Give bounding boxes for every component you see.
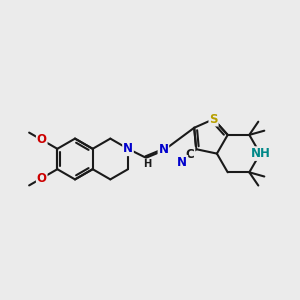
Text: N: N [158,143,168,156]
Text: N: N [123,142,133,155]
Text: S: S [209,113,218,126]
Text: H: H [143,159,152,170]
Text: NH: NH [251,147,271,160]
Text: N: N [177,156,188,169]
Text: O: O [37,133,47,146]
Text: C: C [186,148,194,160]
Text: O: O [37,172,47,185]
